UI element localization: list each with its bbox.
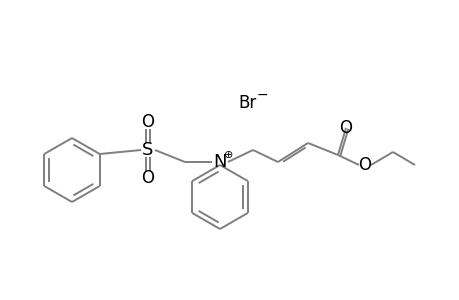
Text: S: S [142,141,153,159]
Text: O: O [141,113,154,131]
Text: ⊕: ⊕ [224,150,233,160]
Text: O: O [141,169,154,187]
Text: N: N [213,153,226,171]
Text: O: O [339,119,352,137]
Text: −: − [256,88,267,102]
Text: O: O [358,156,371,174]
Text: Br: Br [238,94,257,112]
